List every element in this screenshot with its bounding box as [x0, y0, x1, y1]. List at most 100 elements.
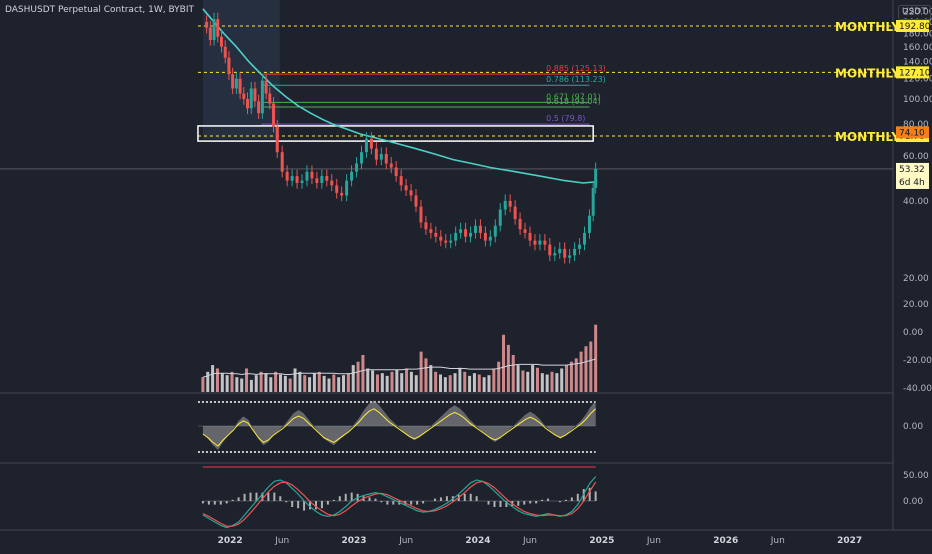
volume-bar: [540, 373, 544, 392]
volume-bar: [249, 379, 253, 392]
candle-body: [543, 240, 547, 245]
candle-body: [414, 195, 418, 207]
price-tick-label: 220.00: [903, 7, 932, 17]
candle-body: [587, 215, 591, 233]
volume-bar: [342, 375, 346, 392]
volume-bar: [594, 324, 598, 392]
volume-bar: [283, 375, 287, 392]
osc2-histogram-bar: [219, 501, 222, 505]
time-tick-label: Jun: [646, 536, 661, 546]
volume-bar: [298, 371, 302, 392]
time-tick-label: 2022: [218, 536, 243, 546]
volume-bar: [274, 371, 278, 392]
osc2-histogram-bar: [326, 501, 329, 505]
candle-body: [459, 229, 463, 233]
volume-bar: [312, 373, 316, 392]
price-tick-label: 100.00: [903, 95, 932, 105]
osc2-histogram-bar: [475, 496, 478, 501]
candle-body: [594, 168, 598, 188]
candle-body: [325, 176, 329, 181]
volume-bar: [356, 361, 360, 392]
osc2-histogram-bar: [249, 492, 252, 501]
candle-body: [290, 176, 294, 181]
volume-bar: [225, 375, 229, 392]
price-tick-label: 40.00: [903, 197, 929, 207]
volume-bar: [453, 373, 457, 392]
candle-body: [508, 200, 512, 207]
candle-body: [394, 167, 398, 177]
fib-level-label: 0.885 (125.13): [546, 64, 606, 73]
monthly-level-label: MONTHLY: [835, 20, 900, 34]
fib-level-label: 0.618 (93.04): [546, 97, 601, 106]
volume-bar: [245, 368, 249, 392]
volume-bar: [308, 377, 312, 392]
osc2-tick-label: 50.00: [903, 471, 929, 481]
volume-bar: [405, 368, 409, 392]
price-tick-label: 140.00: [903, 58, 932, 68]
candle-body: [429, 229, 433, 233]
volume-bar: [371, 370, 375, 392]
candle-body: [219, 36, 223, 47]
candle-body: [223, 46, 227, 58]
volume-bar: [332, 374, 336, 392]
osc2-histogram-bar: [487, 501, 490, 505]
candle-body: [439, 236, 443, 241]
osc2-histogram-bar: [201, 501, 204, 504]
volume-bar: [385, 375, 389, 392]
osc1-signal-line: [202, 408, 597, 447]
osc2-histogram-bar: [320, 501, 323, 509]
volume-bar: [574, 358, 578, 392]
osc2-histogram-bar: [463, 493, 466, 501]
candle-body: [295, 176, 299, 183]
price-tag: [896, 126, 929, 139]
volume-bar: [215, 368, 219, 392]
osc2-histogram-bar: [564, 499, 567, 501]
osc2-histogram-bar: [535, 501, 538, 504]
candle-body: [335, 185, 339, 193]
osc2-histogram-bar: [255, 492, 258, 501]
candle-body: [548, 244, 552, 256]
monthly-price-tag-label: 127.10: [899, 68, 931, 78]
osc2-histogram-bar: [541, 499, 544, 501]
volume-bar: [472, 373, 476, 392]
volume-bar: [206, 371, 210, 392]
osc2-histogram-bar: [558, 501, 561, 503]
volume-bar: [565, 365, 569, 392]
currency-badge[interactable]: USDT: [898, 5, 931, 20]
osc2-histogram-bar: [231, 499, 234, 501]
time-tick-label: 2026: [713, 536, 738, 546]
volume-bar: [487, 375, 491, 392]
candle-body: [478, 225, 482, 233]
osc2-histogram-bar: [505, 501, 508, 507]
candle-body: [523, 229, 527, 233]
price-tick-label: 20.00: [903, 274, 929, 284]
time-tick-label: Jun: [522, 536, 537, 546]
osc2-tick-label: 0.00: [903, 497, 923, 507]
symbol-title: DASHUSDT Perpetual Contract, 1W, BYBIT: [5, 5, 194, 15]
price-tick-label: 120.00: [903, 75, 932, 85]
osc2-histogram-bar: [291, 501, 294, 507]
volume-bar: [409, 371, 413, 392]
volume-bar: [380, 373, 384, 392]
candle-body: [227, 57, 231, 75]
candle-body: [272, 103, 276, 127]
monthly-price-tag-label: 192.80: [899, 22, 931, 32]
volume-bar: [502, 334, 506, 392]
moving-average-line: [202, 8, 596, 184]
monthly-price-tag: [896, 20, 929, 33]
volume-bar: [322, 375, 326, 392]
candle-body: [257, 101, 261, 114]
volume-bar: [521, 370, 525, 392]
candle-body: [563, 248, 567, 258]
volume-bar: [492, 368, 496, 392]
volume-bar: [438, 374, 442, 392]
volume-bar: [463, 371, 467, 392]
monthly-level-label: MONTHLY: [835, 130, 900, 144]
osc2-histogram-bar: [368, 497, 371, 501]
osc2-histogram-bar: [332, 499, 335, 501]
volume-ma-line: [202, 358, 596, 378]
volume-bar: [584, 346, 588, 392]
volume-bar: [443, 377, 447, 392]
